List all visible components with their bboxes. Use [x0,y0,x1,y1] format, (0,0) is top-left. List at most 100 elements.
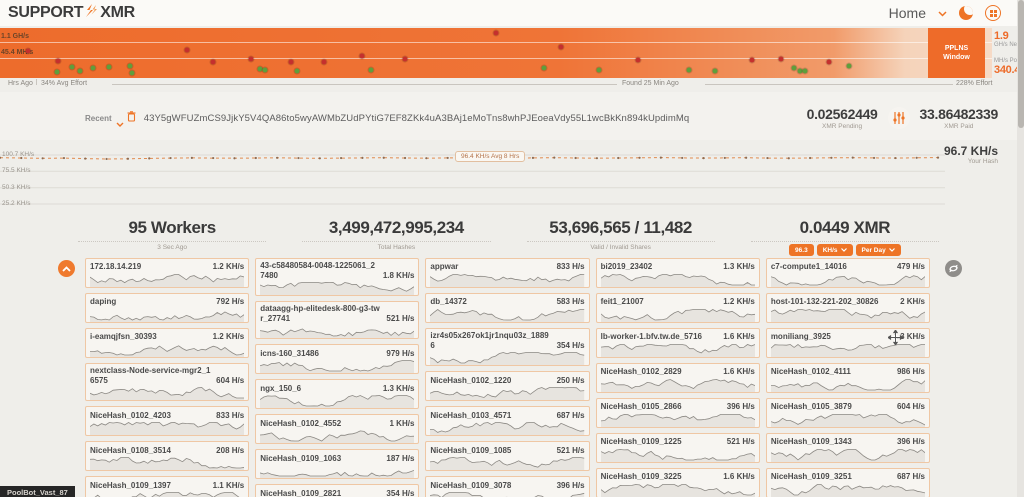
nav-home[interactable]: Home [888,5,926,21]
block-dot-green[interactable] [129,70,135,76]
worker-card[interactable]: NiceHash_0102_4111 986 H/s [765,363,931,393]
xmr-paid-label: XMR Paid [944,123,974,130]
block-dot-red[interactable] [210,59,216,65]
payout-settings-icon[interactable] [887,107,910,129]
block-dot-red[interactable] [558,44,564,50]
block-dot-red[interactable] [248,56,254,62]
block-dot-green[interactable] [262,67,268,73]
worker-card[interactable]: db_14372 583 H/s [425,293,590,323]
collapse-workers-button[interactable] [58,260,75,277]
block-dot-red[interactable] [402,56,408,62]
worker-sparkline [770,309,926,322]
chevron-down-icon[interactable] [938,4,947,22]
block-dot-green[interactable] [797,68,803,74]
block-dot-green[interactable] [90,65,96,71]
worker-card[interactable]: daping 792 H/s [85,293,250,323]
block-dot-red[interactable] [55,58,61,64]
qr-badge-icon[interactable] [985,5,1001,21]
block-dot-red[interactable] [749,57,755,63]
block-dot-green[interactable] [802,68,808,74]
block-dot-red[interactable] [826,59,832,65]
worker-card[interactable]: NiceHash_0109_3225 1.6 KH/s [595,468,760,497]
worker-card[interactable]: NiceHash_0109_2821 354 H/s [255,484,420,497]
total-hashes-sub: Total Hashes [377,244,416,251]
recent-chevron-icon[interactable] [116,115,124,127]
worker-card[interactable]: NiceHash_0109_3078 396 H/s [425,476,590,497]
worker-card[interactable]: NiceHash_0109_1085 521 H/s [425,441,590,472]
worker-card[interactable]: NiceHash_0108_3514 208 H/s [85,441,250,472]
block-dot-green[interactable] [69,64,75,70]
block-dot-red[interactable] [635,57,641,63]
block-dot-red[interactable] [25,48,31,54]
worker-card[interactable]: appwar 833 H/s [425,258,590,288]
block-dot-red[interactable] [359,53,365,59]
block-dot-green[interactable] [686,67,692,73]
block-dot-green[interactable] [791,65,797,71]
worker-card[interactable]: ngx_150_6 1.3 KH/s [255,379,420,410]
block-dot-red[interactable] [321,59,327,65]
worker-card[interactable]: host-101-132-221-202_30826 2 KH/s [765,293,931,323]
worker-sparkline [770,379,926,392]
recent-dropdown[interactable]: Recent [85,113,112,123]
worker-card[interactable]: dataagg-hp-elitedesk-800-g3-twr_27741 521… [255,301,420,340]
worker-card[interactable]: NiceHash_0102_2829 1.6 KH/s [595,363,760,393]
block-dot-green[interactable] [106,64,112,70]
worker-card[interactable]: NiceHash_0102_4552 1 KH/s [255,414,420,445]
block-dot-green[interactable] [54,69,60,75]
block-dot-red[interactable] [778,56,784,62]
worker-card[interactable]: 43-c58480584-0048-1225061_27480 1.8 KH/s [255,258,420,297]
block-dot-green[interactable] [294,68,300,74]
worker-card[interactable]: NiceHash_0102_1220 250 H/s [425,371,590,402]
block-dot-green[interactable] [596,67,602,73]
worker-sparkline [90,457,245,471]
worker-card[interactable]: c7-compute1_14016 479 H/s [765,258,931,288]
block-dot-green[interactable] [541,65,547,71]
avg-hashrate-badge[interactable]: 96.4 KH/s Avg 8 Hrs [455,151,526,162]
worker-card[interactable]: lb-worker-1.bfv.tw.de_5716 1.6 KH/s [595,328,760,358]
worker-card[interactable]: feit1_21007 1.2 KH/s [595,293,760,323]
earnings-unit-dropdown[interactable]: KH/s [816,244,853,256]
block-dot-green[interactable] [127,63,133,69]
wallet-address[interactable]: 43Y5gWFUZmCS9JjkY5V4QA86to5wyAWMbZUdPYti… [143,112,690,124]
earnings-period-dropdown[interactable]: Per Day [855,244,901,256]
worker-name: db_14372 [430,297,467,307]
trash-icon[interactable] [127,109,136,127]
worker-sparkline [600,274,755,287]
worker-card[interactable]: NiceHash_0109_1397 1.1 KH/s [85,476,250,497]
worker-card[interactable]: bi2019_23402 1.3 KH/s [595,258,760,288]
worker-card[interactable]: NiceHash_0102_4203 833 H/s [85,406,250,437]
worker-card[interactable]: NiceHash_0109_1343 396 H/s [765,433,931,463]
block-dot-green[interactable] [712,68,718,74]
workers-grid: 172.18.14.219 1.2 KH/s daping 792 H/s i-eamq… [85,258,931,497]
worker-card[interactable]: 172.18.14.219 1.2 KH/s [85,258,250,288]
block-dot-red[interactable] [288,59,294,65]
xmr-paid: 33.86482339 XMR Paid [920,106,999,130]
earnings-hashrate-button[interactable]: 96.3 [789,244,814,256]
block-dot-green[interactable] [368,67,374,73]
worker-card[interactable]: NiceHash_0109_3251 687 H/s [765,468,931,497]
worker-card[interactable]: icns-160_31486 979 H/s [255,344,420,375]
scrollbar-thumb[interactable] [1017,0,1024,128]
block-dot-red[interactable] [184,47,190,53]
logo[interactable]: SUPPORT XMR [8,3,135,23]
worker-sparkline [430,352,585,366]
block-dot-green[interactable] [257,66,263,72]
worker-card[interactable]: NiceHash_0109_1063 187 H/s [255,449,420,480]
worker-card[interactable]: NiceHash_0109_1225 521 H/s [595,433,760,463]
worker-card[interactable]: izr4s05x267ok1jr1nqu03z_18896 354 H/s [425,328,590,367]
block-dot-green[interactable] [846,63,852,69]
worker-card[interactable]: nextclass-Node-service-mgr2_16575 604 H/s [85,363,250,402]
block-dot-green[interactable] [77,68,83,74]
refresh-workers-button[interactable] [945,260,962,277]
block-dot-red[interactable] [493,30,499,36]
worker-card[interactable]: i-eamqjfsn_30393 1.2 KH/s [85,328,250,358]
worker-card[interactable]: NiceHash_0103_4571 687 H/s [425,406,590,437]
y-tick-2: 50.3 KH/s [2,184,31,191]
worker-name: ngx_150_6 [260,383,302,393]
y-tick-1: 75.5 KH/s [2,167,31,174]
dark-mode-moon-icon[interactable] [959,6,973,20]
worker-card[interactable]: moniliang_3925 1.3 KH/s [765,328,931,358]
worker-card[interactable]: NiceHash_0105_3879 604 H/s [765,398,931,428]
scrollbar[interactable] [1017,0,1024,497]
worker-card[interactable]: NiceHash_0105_2866 396 H/s [595,398,760,428]
